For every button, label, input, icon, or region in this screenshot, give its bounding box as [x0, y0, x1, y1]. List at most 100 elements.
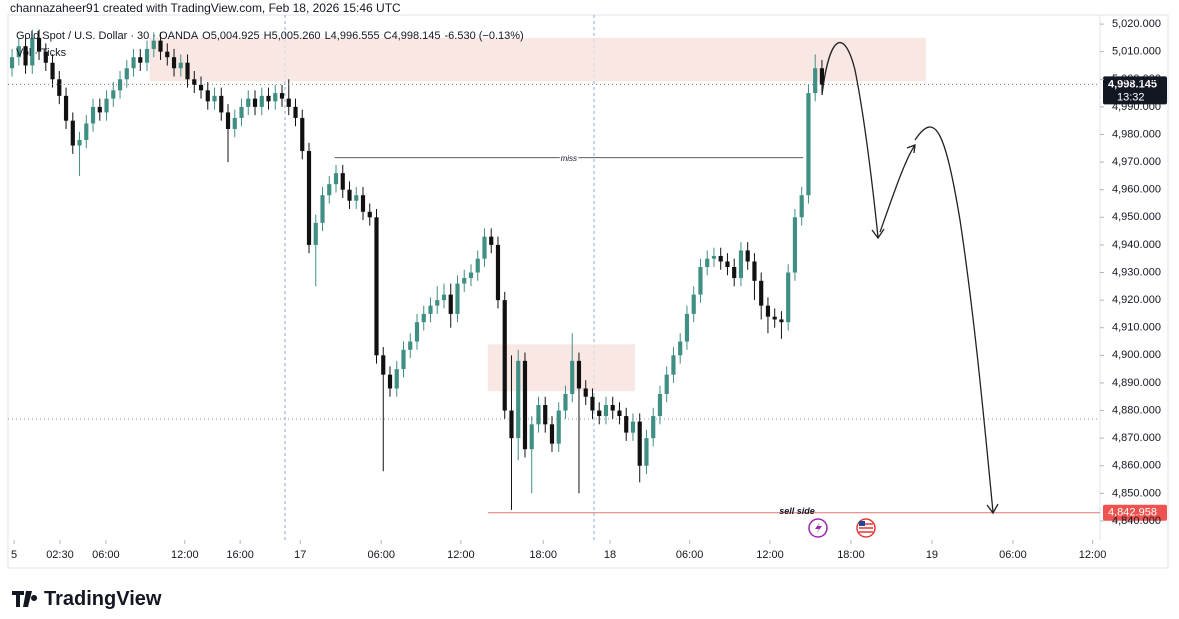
x-tick-label: 5 [11, 549, 17, 561]
candle-body [212, 95, 217, 102]
candle-body [131, 57, 136, 69]
candle-body [171, 57, 177, 69]
candle-body [536, 405, 541, 425]
candle-body [360, 195, 366, 212]
x-tick-label: 12:00 [756, 549, 784, 561]
candle-body [313, 222, 318, 245]
y-tick-label: 4,870.000 [1112, 432, 1161, 444]
candle-body [259, 95, 264, 107]
candle-body [448, 294, 453, 314]
candle-body [651, 416, 656, 439]
flag-canton [859, 521, 865, 526]
candle-body [705, 258, 710, 267]
candle-body [138, 57, 143, 63]
candle-body [509, 410, 514, 439]
x-tick-label: 18 [604, 549, 616, 561]
legend-row: Gold Spot / U.S. Dollar · 30 · OANDA O5,0… [16, 28, 528, 45]
x-tick-label: 02:30 [46, 549, 74, 561]
y-tick-label: 4,940.000 [1112, 239, 1161, 251]
candle-body [779, 319, 784, 323]
candle-body [273, 93, 278, 102]
candle-body [644, 438, 649, 466]
candle-body [63, 95, 69, 121]
candle-body [219, 95, 224, 113]
chart-frame [7, 14, 1169, 569]
projection-arrow [879, 144, 916, 233]
candle-body [246, 98, 251, 107]
candle-body [306, 151, 312, 245]
y-tick-label: 4,840.000 [1112, 515, 1161, 527]
candle-body [772, 316, 777, 320]
candle-body [57, 79, 62, 96]
candle-body [421, 313, 426, 323]
candle-body [9, 57, 15, 69]
candle-body [84, 123, 89, 141]
candle-body [549, 424, 555, 444]
candle-body [603, 405, 609, 417]
candle-body [813, 68, 818, 94]
candle-body [678, 341, 683, 356]
ohlc-close: C4,998.145 [383, 30, 441, 42]
candle-body [23, 46, 28, 66]
candle-body [745, 250, 750, 262]
y-tick-label: 4,970.000 [1112, 156, 1161, 168]
ohlc-low: L4,996.555 [324, 30, 380, 42]
candle-body [36, 37, 42, 52]
candle-body [462, 278, 467, 284]
last-price-box [1103, 76, 1167, 105]
x-tick-label: 06:00 [676, 549, 704, 561]
y-tick-label: 4,890.000 [1112, 377, 1161, 389]
candle-body [192, 79, 197, 85]
candle-body [428, 305, 433, 314]
y-tick-label: 5,010.000 [1112, 46, 1161, 58]
candle-body [205, 90, 210, 102]
candle-body [340, 173, 345, 190]
candle-body [70, 120, 75, 146]
candle-body [489, 236, 494, 245]
candle-body [502, 300, 507, 411]
candle-body [718, 255, 723, 262]
candle-body [799, 195, 804, 218]
candle-body [97, 106, 102, 113]
candle-body [711, 255, 717, 259]
candle-body [333, 173, 339, 185]
candle-body [252, 98, 258, 107]
candle-body [111, 90, 116, 99]
candle-body [529, 424, 534, 450]
candle-body [124, 68, 129, 80]
candle-body [178, 62, 183, 69]
candle-body [482, 236, 487, 259]
candle-body [293, 106, 298, 118]
candle-body [475, 258, 480, 273]
y-tick-label: 4,930.000 [1112, 266, 1161, 278]
candle-body [408, 341, 413, 350]
candle-body [806, 93, 811, 196]
candle-body [104, 98, 109, 113]
candle-body [354, 195, 359, 201]
candle-body [516, 360, 521, 439]
miss-label: miss [561, 154, 577, 163]
candle-body [671, 355, 676, 375]
y-tick-label: 4,950.000 [1112, 211, 1161, 223]
candle-body [590, 396, 595, 411]
y-tick-label: 4,980.000 [1112, 128, 1161, 140]
candle-body [144, 48, 150, 63]
x-tick-label: 18:00 [837, 549, 865, 561]
x-tick-label: 12:00 [171, 549, 199, 561]
candle-body [279, 93, 285, 99]
x-tick-label: 16:00 [226, 549, 254, 561]
candle-body [630, 421, 636, 433]
symbol: Gold Spot / U.S. Dollar · 30 · OANDA [16, 30, 199, 42]
ohlc-change: -6.530 (−0.13%) [444, 30, 524, 42]
legend: Gold Spot / U.S. Dollar · 30 · OANDA O5,0… [16, 28, 528, 62]
candle-body [286, 98, 291, 107]
candle-body [732, 266, 737, 279]
supply-zone [149, 37, 926, 82]
x-tick-label: 18:00 [529, 549, 557, 561]
candle-body [16, 46, 21, 58]
candle-body [684, 313, 690, 342]
candle-body [347, 189, 352, 201]
candle-body [610, 405, 615, 411]
candle-body [455, 283, 460, 314]
projection-arrow [914, 126, 994, 513]
